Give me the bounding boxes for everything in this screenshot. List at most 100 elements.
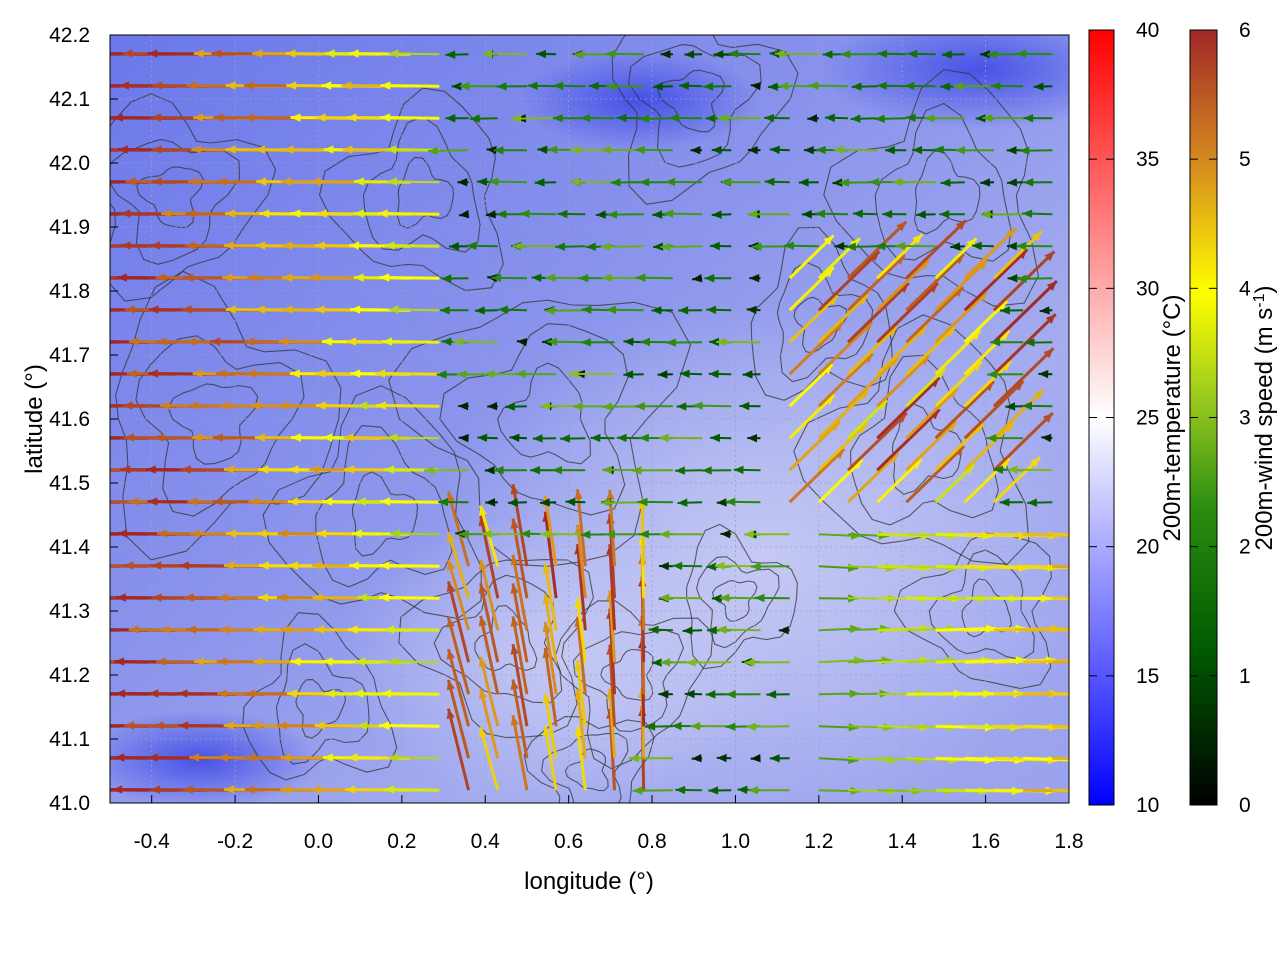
wind-arrow-head [552, 113, 563, 123]
wind-arrow-head [245, 753, 256, 762]
wind-arrow-shaft [788, 448, 846, 504]
wind-arrow-head [316, 209, 327, 218]
wind-arrow [552, 113, 586, 123]
wind-arrow [905, 286, 965, 344]
wind-arrow-head [580, 530, 591, 539]
wind-arrow [892, 177, 936, 187]
x-tick-label: 1.8 [1054, 830, 1083, 853]
wind-arrow-head [512, 241, 523, 251]
wind-arrow-head [179, 561, 190, 570]
wind-arrow [876, 408, 941, 472]
wind-arrow-head [457, 178, 468, 187]
wind-arrow [834, 242, 849, 251]
wind-arrow-shaft [110, 564, 119, 568]
wind-arrow-head [49, 305, 59, 313]
wind-arrow-shaft [110, 788, 119, 792]
y-tick-label: 41.7 [49, 344, 90, 367]
wind-arrow-head [23, 561, 33, 569]
terrain-contour [275, 643, 370, 765]
wind-arrow-head [590, 433, 601, 443]
wind-arrow [774, 49, 819, 58]
wind-arrow [846, 355, 900, 408]
wind-arrow-head [531, 273, 542, 282]
wind-arrow [876, 282, 940, 344]
wind-arrow-head [944, 327, 955, 337]
wind-arrow-head [478, 688, 488, 700]
wind-arrow-head [869, 177, 880, 187]
wind-arrow-head [247, 273, 258, 282]
wind-arrow [631, 466, 673, 475]
wind-arrow [1039, 306, 1053, 315]
wind-arrow-head [1003, 422, 1014, 433]
wind-arrow [788, 234, 835, 280]
wind-arrow-head [441, 274, 452, 283]
wind-arrow [1027, 498, 1053, 507]
wind-arrow [542, 563, 558, 631]
wind-arrow-head [446, 617, 455, 628]
wind-arrow-shaft [788, 393, 836, 440]
wind-arrow-head [823, 267, 834, 278]
wind-arrow-head [980, 210, 991, 219]
wind-arrow-head [183, 273, 194, 282]
wind-arrow-head [380, 497, 391, 506]
wind-arrow-head [311, 561, 322, 570]
wind-arrow-head [555, 242, 566, 251]
wind-arrow-head [84, 177, 94, 185]
wind-arrow [485, 498, 498, 507]
terrain-contour [110, 93, 277, 302]
wind-arrow-shaft [575, 726, 587, 791]
wind-arrow [817, 250, 881, 312]
wind-arrow-head [876, 400, 887, 411]
y-tick-label: 41.0 [49, 792, 90, 815]
wind-arrow [574, 726, 587, 791]
wind-arrow [846, 411, 908, 472]
wind-arrow-head [1024, 338, 1035, 347]
wind-arrow-head [222, 273, 233, 282]
wind-arrow-head [955, 220, 966, 231]
wind-arrow-head [653, 242, 664, 251]
wind-arrow-head [346, 113, 357, 122]
wind-arrow [750, 82, 761, 91]
wind-arrow-shaft [876, 282, 940, 344]
wind-arrow [672, 561, 703, 571]
wind-arrow-head [250, 721, 261, 730]
wind-arrow-shaft [963, 457, 1011, 504]
wind-arrow-head [769, 145, 780, 155]
wind-arrow-head [1031, 231, 1042, 242]
wind-arrow [749, 273, 761, 283]
wind-arrow-shaft [479, 615, 500, 695]
wind-arrow [635, 273, 673, 282]
wind-arrow-head [115, 689, 126, 698]
wind-arrow-head [709, 241, 720, 251]
wind-arrow-head [822, 364, 833, 375]
wind-arrow-shaft [992, 230, 1043, 280]
wind-arrow-head [607, 210, 618, 219]
wind-arrow-head [1022, 209, 1033, 218]
wind-arrow [764, 113, 790, 123]
wind-arrow-head [151, 561, 162, 570]
wind-arrow [690, 721, 732, 731]
wind-arrow-head [387, 177, 398, 186]
wind-arrow-head [684, 689, 695, 699]
wind-arrow [992, 411, 1054, 472]
terrain-contour [388, 299, 692, 567]
wind-arrow [963, 457, 1011, 504]
wind-arrow-head [451, 82, 462, 91]
wind-arrow-head [287, 497, 298, 506]
wind-arrow [607, 210, 644, 219]
wind-arrow [912, 145, 936, 155]
wind-arrow [963, 380, 1025, 440]
wind-arrow-head [833, 145, 844, 154]
wind-arrow-head [888, 357, 899, 367]
wind-arrow-shaft [788, 266, 835, 312]
wind-arrow-head [1000, 306, 1010, 315]
wind-arrow-head [357, 721, 368, 730]
wind-arrow-head [148, 689, 159, 698]
wind-arrow [560, 434, 586, 443]
wind-arrow [645, 722, 673, 731]
wind-arrow-head [122, 49, 133, 58]
wind-arrow-head [210, 337, 221, 346]
wind-arrow-head [344, 465, 355, 474]
wind-arrow [110, 756, 119, 760]
wind-arrow-head [882, 209, 893, 219]
